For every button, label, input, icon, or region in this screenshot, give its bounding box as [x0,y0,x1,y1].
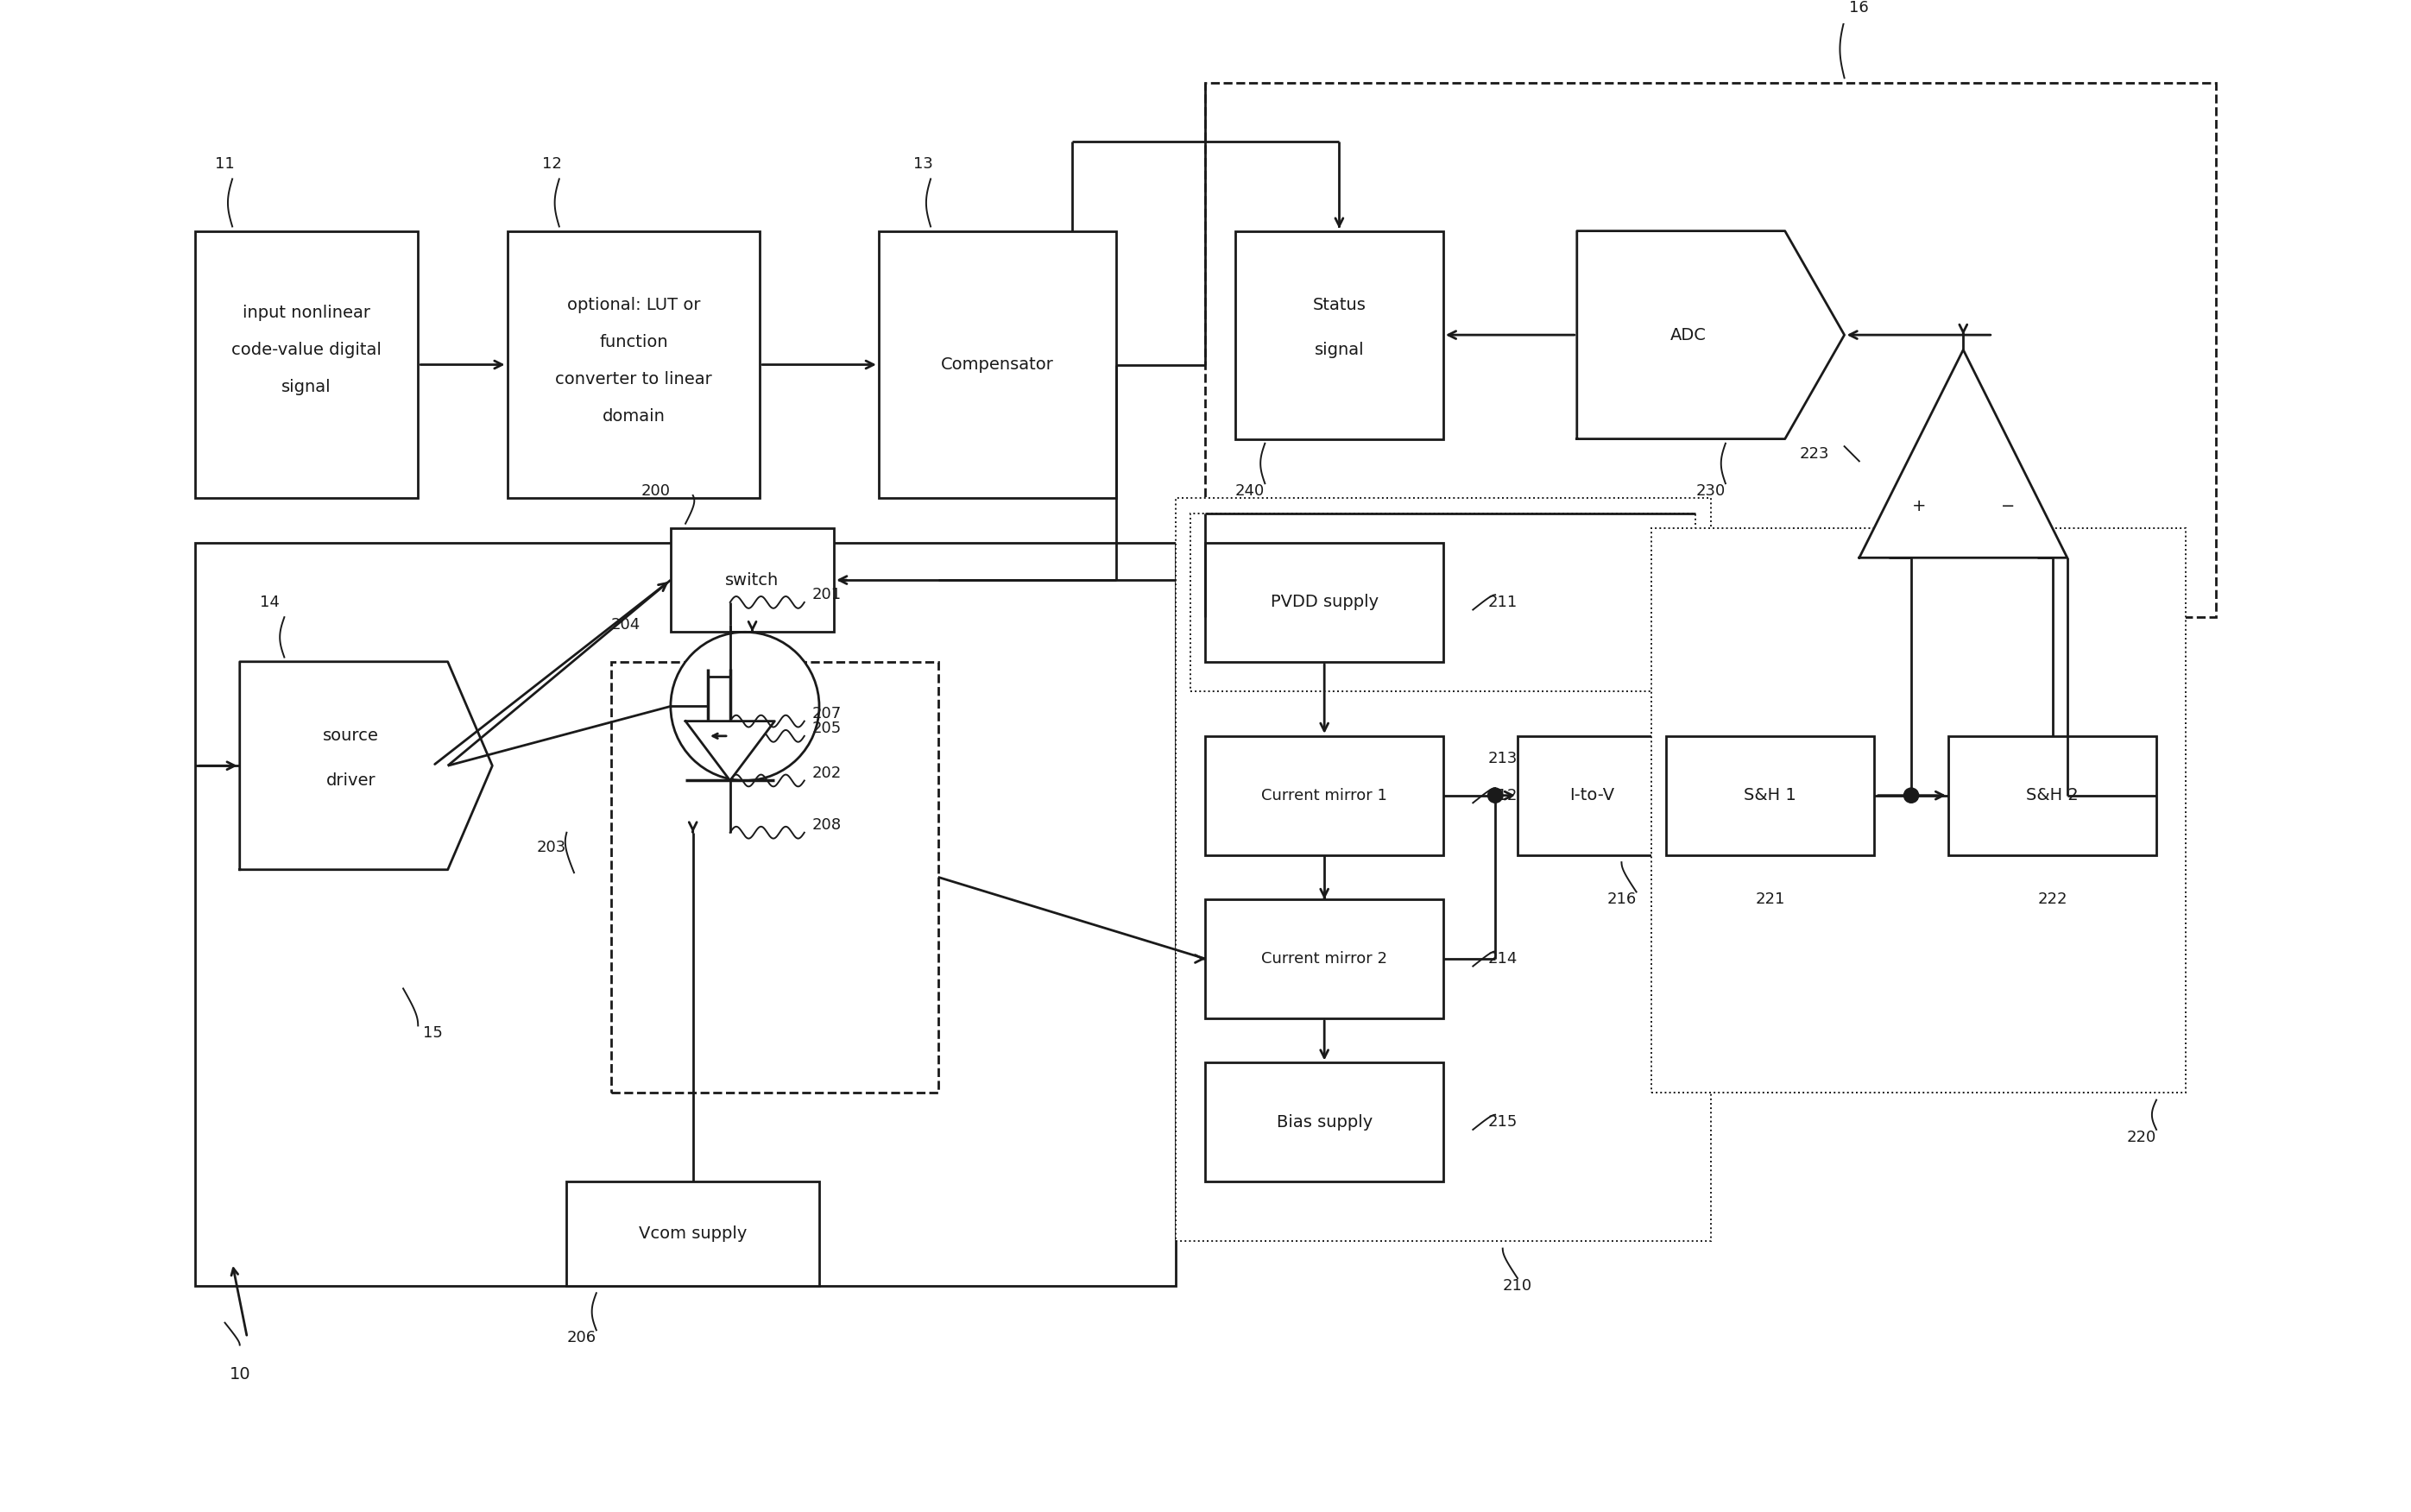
Bar [1206,736,1444,854]
Text: 205: 205 [813,721,841,736]
Text: 214: 214 [1488,951,1517,966]
Text: I-to-V: I-to-V [1570,788,1615,803]
Text: 215: 215 [1488,1114,1517,1129]
Text: 213: 213 [1488,750,1517,767]
Text: signal: signal [282,378,330,395]
Bar [1206,900,1444,1018]
Text: 13: 13 [914,156,933,172]
Circle shape [1488,788,1502,803]
Bar [1652,528,2187,1093]
Text: S&H 1: S&H 1 [1743,788,1796,803]
Text: 223: 223 [1799,446,1830,461]
Text: 202: 202 [813,765,841,780]
Text: −: − [2001,497,2016,514]
Text: 240: 240 [1234,484,1266,499]
Text: converter to linear: converter to linear [555,372,711,387]
Text: Compensator: Compensator [940,357,1054,373]
Text: S&H 2: S&H 2 [2025,788,2078,803]
Text: 14: 14 [260,594,280,609]
Text: Status: Status [1312,296,1367,313]
Text: source: source [323,727,379,744]
Bar [612,662,938,1093]
Text: 230: 230 [1695,484,1726,499]
Text: 204: 204 [612,617,641,632]
Text: ADC: ADC [1671,327,1707,343]
Text: optional: LUT or: optional: LUT or [567,296,699,313]
Text: +: + [1912,497,1926,514]
Bar [1948,736,2155,854]
Text: driver: driver [325,773,376,789]
Polygon shape [239,662,492,869]
Text: 16: 16 [1849,0,1869,17]
Bar [1177,499,1712,1241]
Text: input nonlinear: input nonlinear [244,304,371,321]
Bar [1234,231,1444,438]
Text: 15: 15 [422,1025,444,1040]
Bar [506,231,759,499]
Bar [1206,543,1444,662]
Text: 207: 207 [813,706,841,721]
Text: function: function [598,334,668,351]
Polygon shape [1577,231,1844,438]
Circle shape [670,632,820,780]
Text: 216: 216 [1606,892,1637,907]
Text: domain: domain [603,408,665,425]
Text: signal: signal [1314,342,1365,358]
Text: Current mirror 2: Current mirror 2 [1261,951,1386,966]
Text: code-value digital: code-value digital [231,342,381,358]
Text: 221: 221 [1755,892,1784,907]
Bar [1206,1063,1444,1181]
Bar [195,543,1177,1285]
Bar [670,528,834,632]
Bar [1666,736,1873,854]
Text: Current mirror 1: Current mirror 1 [1261,788,1386,803]
Text: 206: 206 [567,1331,596,1346]
Bar [1191,513,1695,691]
Text: 12: 12 [542,156,562,172]
Text: 212: 212 [1488,788,1517,803]
Text: Bias supply: Bias supply [1275,1114,1372,1131]
Text: 11: 11 [215,156,234,172]
Bar [567,1181,820,1285]
Circle shape [1905,788,1919,803]
Bar [878,231,1116,499]
Polygon shape [685,721,774,780]
Text: 210: 210 [1502,1278,1533,1293]
Bar [195,231,417,499]
Polygon shape [1859,349,2066,558]
Text: 200: 200 [641,484,670,499]
Text: PVDD supply: PVDD supply [1271,594,1379,611]
Text: 222: 222 [2037,892,2066,907]
Text: 208: 208 [813,818,841,833]
Text: 201: 201 [813,587,841,603]
Text: 220: 220 [2127,1129,2155,1145]
Text: 211: 211 [1488,594,1517,609]
Text: switch: switch [726,572,779,588]
Bar [1206,83,2216,617]
Bar [1517,736,1666,854]
Text: Vcom supply: Vcom supply [639,1225,747,1241]
Text: 203: 203 [538,839,567,856]
Text: 10: 10 [229,1367,251,1383]
